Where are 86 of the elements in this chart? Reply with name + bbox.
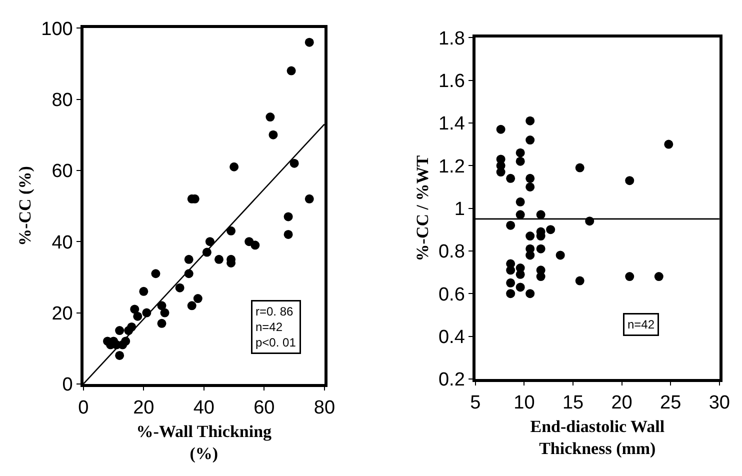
point bbox=[250, 240, 260, 250]
point bbox=[214, 254, 224, 264]
point bbox=[516, 210, 525, 220]
point bbox=[546, 225, 556, 234]
annotation: n=42 bbox=[628, 318, 655, 332]
point bbox=[184, 254, 194, 264]
x-axis-title: End-diastolic Wall Thickness (mm) bbox=[530, 416, 665, 458]
point bbox=[160, 308, 170, 318]
y-tick-label: 0.4 bbox=[438, 326, 466, 348]
point bbox=[536, 272, 546, 282]
point bbox=[526, 136, 535, 145]
point bbox=[226, 226, 236, 236]
point bbox=[175, 283, 184, 292]
point bbox=[284, 230, 293, 239]
x-tick-label: 20 bbox=[611, 392, 632, 414]
point bbox=[516, 197, 525, 206]
point bbox=[496, 124, 506, 134]
point bbox=[304, 194, 314, 204]
point bbox=[496, 168, 506, 177]
point bbox=[654, 272, 664, 282]
x-axis-title: %-Wall Thickning (%) bbox=[136, 422, 272, 463]
y-tick-label: 100 bbox=[41, 18, 73, 40]
point bbox=[536, 210, 546, 220]
annotation: r=0. 86 n=42 p<0. 01 bbox=[256, 304, 296, 350]
point bbox=[516, 156, 525, 166]
x-tick-label: 5 bbox=[470, 392, 481, 414]
point bbox=[625, 272, 634, 282]
point bbox=[526, 289, 535, 298]
point bbox=[130, 304, 140, 314]
point bbox=[506, 289, 516, 298]
point bbox=[556, 250, 565, 260]
y-tick-label: 1.2 bbox=[438, 156, 465, 178]
point bbox=[575, 163, 584, 172]
point bbox=[625, 176, 634, 186]
x-tick-label: 80 bbox=[314, 397, 336, 418]
y-tick-label: 1.6 bbox=[438, 70, 465, 92]
x-tick-label: 25 bbox=[660, 392, 682, 414]
point bbox=[230, 162, 239, 172]
y-tick-label: 1.4 bbox=[438, 114, 466, 135]
point bbox=[290, 158, 299, 168]
point bbox=[284, 212, 293, 222]
point bbox=[506, 278, 516, 288]
point bbox=[526, 232, 535, 241]
point bbox=[193, 294, 202, 304]
y-axis-title: %-CC / %WT bbox=[413, 154, 432, 262]
point bbox=[266, 112, 275, 122]
point bbox=[506, 174, 516, 183]
x-tick-label: 40 bbox=[193, 397, 214, 418]
point bbox=[516, 148, 525, 158]
point bbox=[506, 266, 516, 275]
x-tick-label: 0 bbox=[78, 397, 89, 418]
y-tick-label: 1 bbox=[454, 198, 465, 220]
y-tick-label: 0.8 bbox=[438, 242, 465, 263]
point bbox=[133, 312, 142, 321]
point bbox=[506, 220, 516, 230]
y-tick-label: 80 bbox=[52, 90, 73, 111]
y-tick-label: 0.6 bbox=[438, 284, 465, 306]
point bbox=[304, 38, 314, 47]
point bbox=[664, 140, 674, 149]
y-tick-label: 0.2 bbox=[438, 370, 465, 391]
point bbox=[268, 130, 278, 140]
x-tick-label: 60 bbox=[254, 397, 275, 418]
x-tick-label: 30 bbox=[708, 392, 730, 414]
point bbox=[157, 318, 166, 328]
point bbox=[516, 282, 525, 292]
y-axis-title: %-CC (%) bbox=[16, 166, 35, 246]
point bbox=[286, 66, 296, 76]
y-tick-label: 0 bbox=[62, 374, 73, 396]
point bbox=[151, 269, 160, 278]
x-tick-label: 20 bbox=[133, 397, 154, 418]
point bbox=[139, 286, 148, 296]
point bbox=[115, 326, 124, 336]
x-tick-label: 15 bbox=[562, 392, 584, 414]
y-tick-label: 1.8 bbox=[438, 28, 465, 50]
point bbox=[575, 276, 584, 286]
y-tick-label: 40 bbox=[52, 232, 73, 254]
point bbox=[187, 301, 196, 310]
point bbox=[115, 350, 124, 360]
point bbox=[536, 244, 546, 254]
y-tick-label: 20 bbox=[52, 303, 73, 324]
point bbox=[205, 237, 214, 246]
point bbox=[526, 116, 535, 126]
point bbox=[526, 174, 535, 183]
x-tick-label: 10 bbox=[514, 392, 535, 414]
point bbox=[526, 182, 535, 192]
y-tick-label: 60 bbox=[52, 161, 73, 182]
